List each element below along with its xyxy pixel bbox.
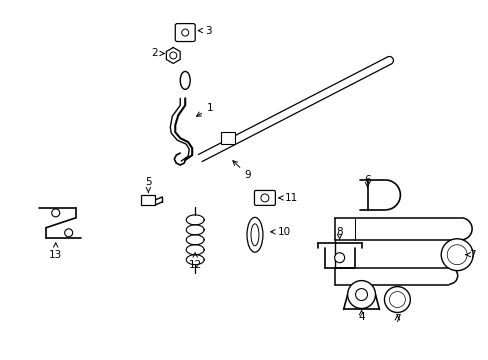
Text: 5: 5 <box>145 177 151 193</box>
Text: 11: 11 <box>278 193 298 203</box>
Text: 2: 2 <box>151 49 164 58</box>
Circle shape <box>449 248 463 262</box>
Circle shape <box>393 296 401 303</box>
Circle shape <box>347 280 375 309</box>
Circle shape <box>388 292 405 307</box>
Circle shape <box>355 289 367 301</box>
Text: 8: 8 <box>336 227 342 240</box>
Text: 7: 7 <box>465 250 474 260</box>
Circle shape <box>447 245 466 265</box>
Text: 13: 13 <box>49 243 62 260</box>
Ellipse shape <box>250 224 259 246</box>
Circle shape <box>451 250 461 260</box>
Text: 7: 7 <box>393 314 400 324</box>
Circle shape <box>440 239 472 271</box>
Circle shape <box>182 29 188 36</box>
Circle shape <box>334 253 344 263</box>
Text: 9: 9 <box>232 161 251 180</box>
Ellipse shape <box>180 71 190 89</box>
Circle shape <box>64 229 73 237</box>
Bar <box>141 195 155 205</box>
Text: 3: 3 <box>198 26 211 36</box>
Text: 1: 1 <box>196 103 213 116</box>
Text: 4: 4 <box>358 310 364 323</box>
Circle shape <box>52 209 60 217</box>
Text: 6: 6 <box>364 175 370 188</box>
Ellipse shape <box>246 217 263 252</box>
Text: 12: 12 <box>188 253 202 270</box>
Circle shape <box>261 194 268 202</box>
Circle shape <box>169 52 176 59</box>
Circle shape <box>384 287 409 312</box>
Circle shape <box>390 293 403 306</box>
FancyBboxPatch shape <box>175 24 195 41</box>
Bar <box>221 132 235 144</box>
Text: 10: 10 <box>270 227 291 237</box>
FancyBboxPatch shape <box>254 190 275 206</box>
